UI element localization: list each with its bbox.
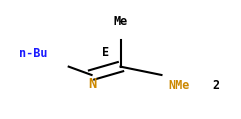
- Text: 2: 2: [212, 79, 219, 92]
- Text: Me: Me: [113, 15, 128, 28]
- Text: NMe: NMe: [169, 79, 190, 92]
- Text: n-Bu: n-Bu: [20, 47, 48, 60]
- Text: E: E: [102, 46, 110, 59]
- Text: N: N: [89, 77, 97, 92]
